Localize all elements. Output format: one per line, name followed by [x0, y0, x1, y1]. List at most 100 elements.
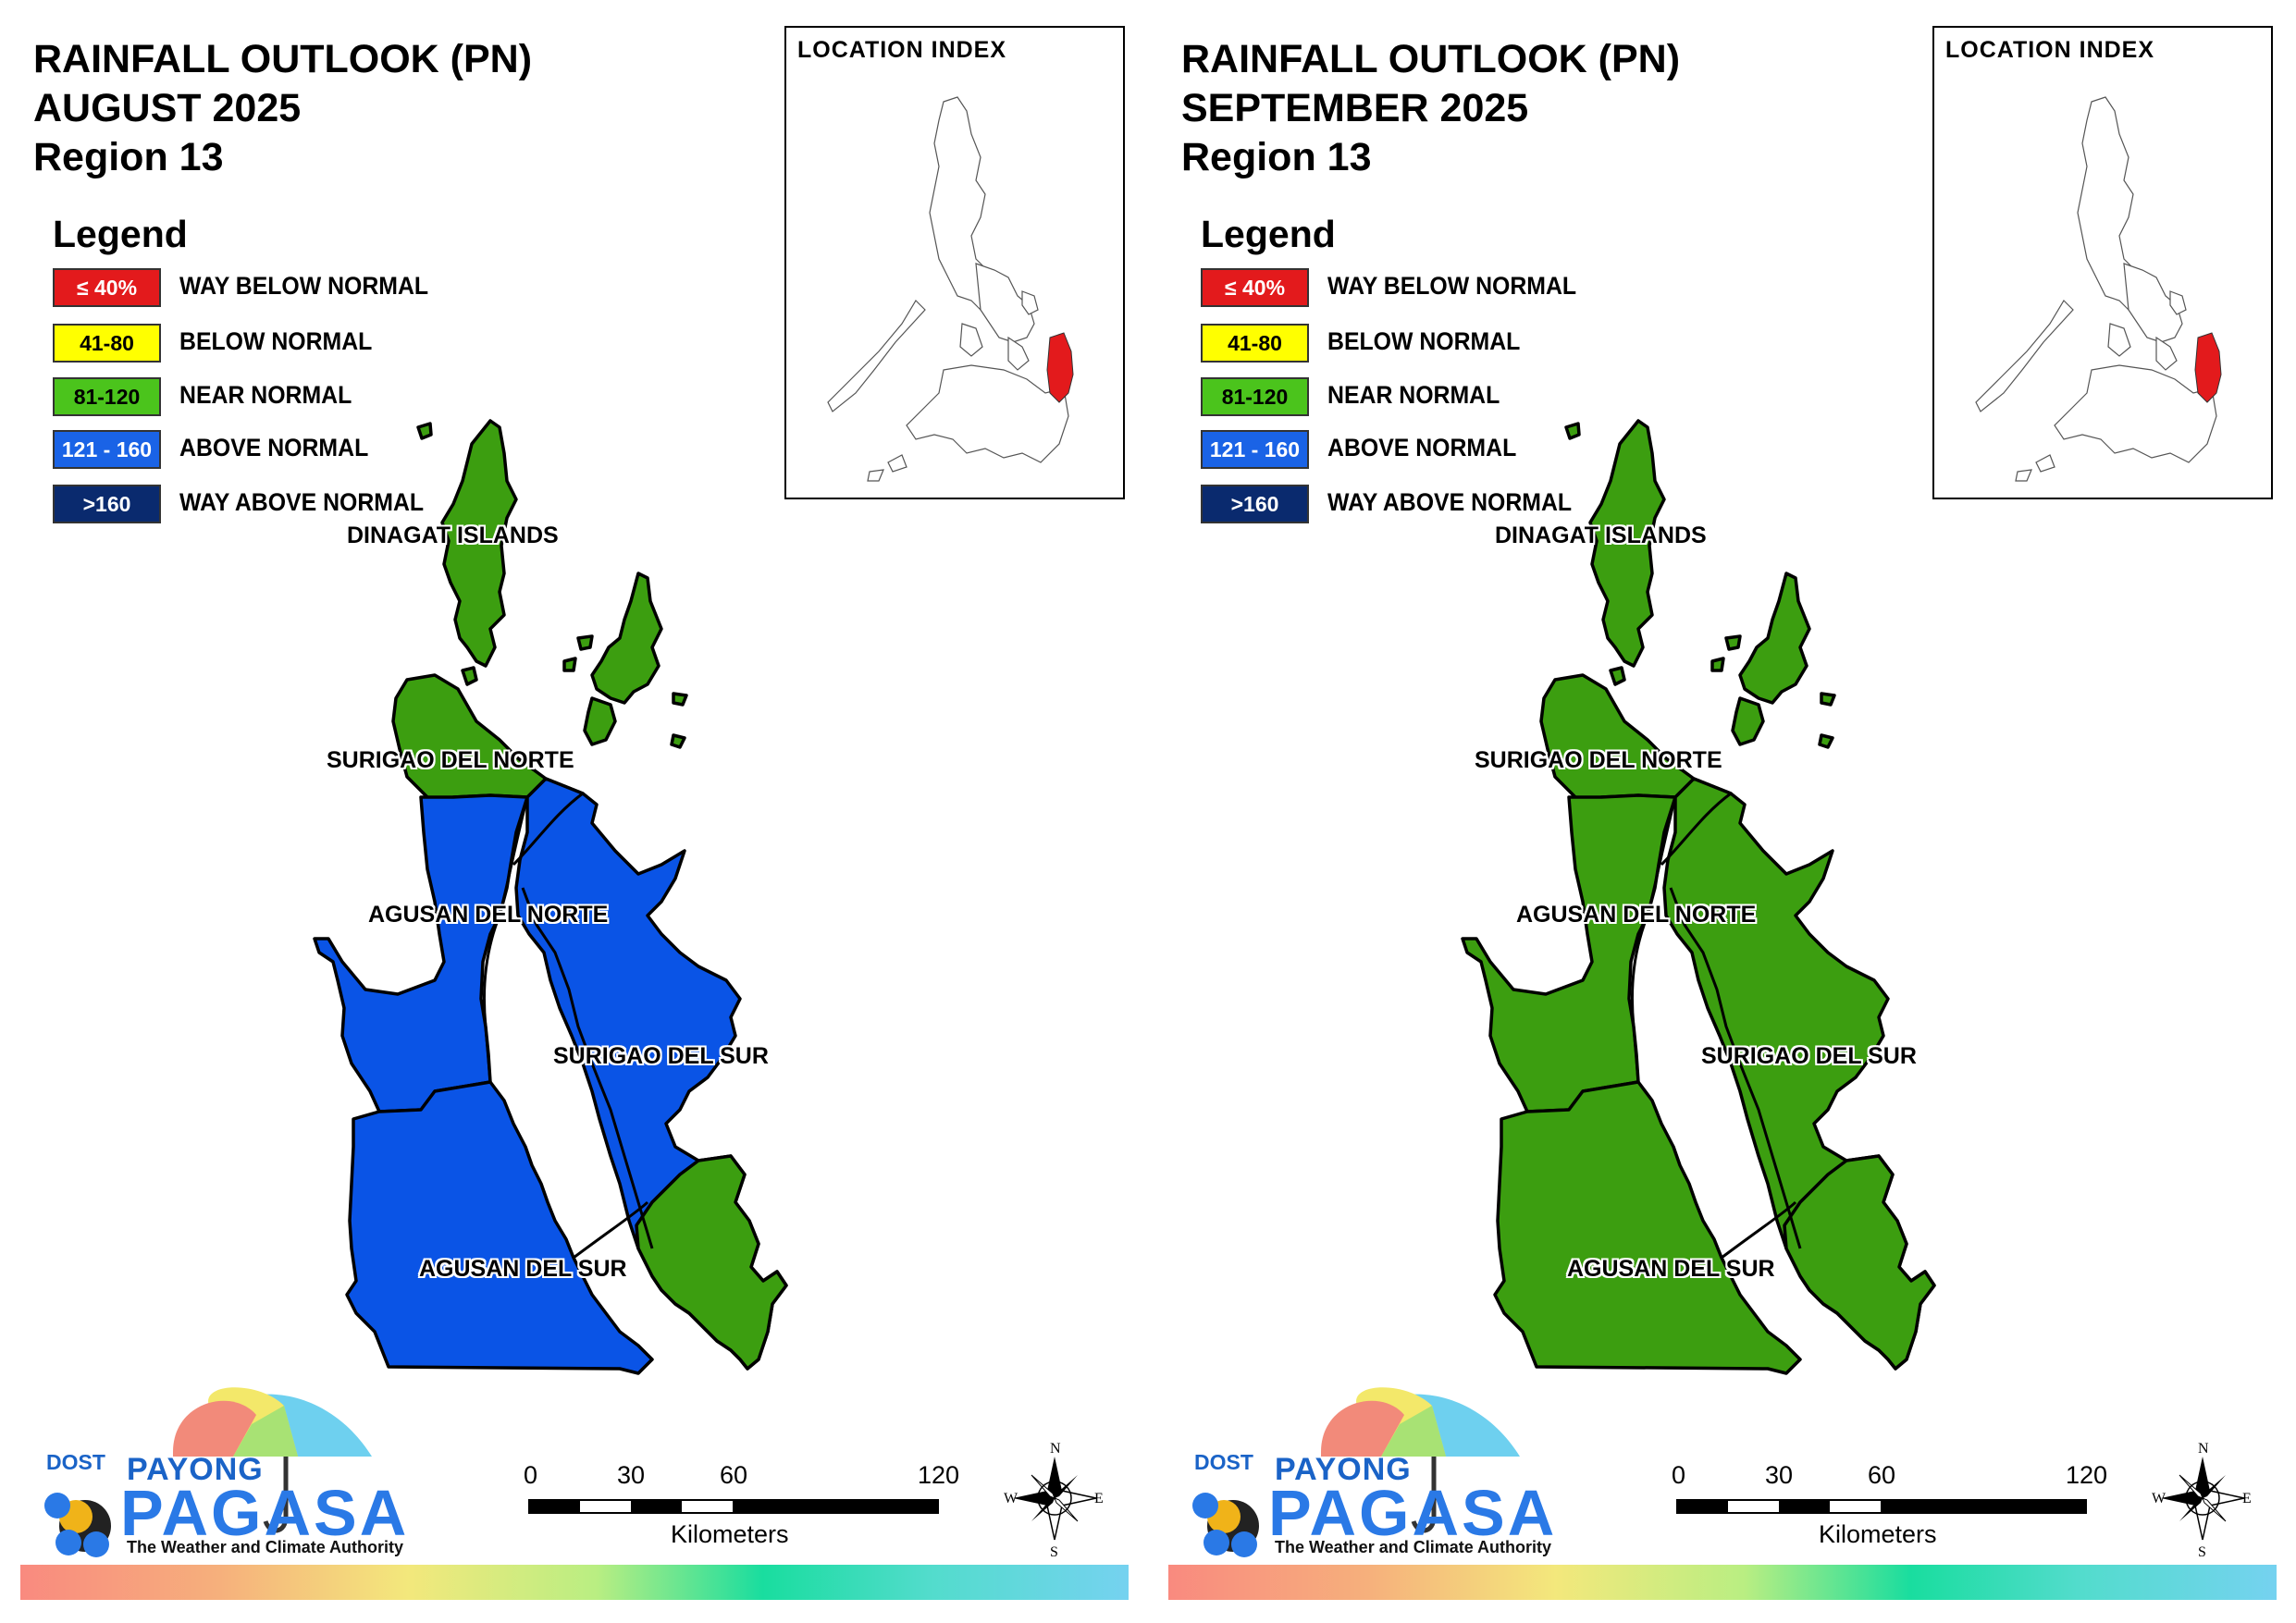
- legend-label: WAY ABOVE NORMAL: [1327, 488, 1573, 516]
- scale-unit: Kilometers: [1819, 1520, 1937, 1548]
- region-13-highlight: [1046, 332, 1074, 403]
- map-title: RAINFALL OUTLOOK (PN) SEPTEMBER 2025 Reg…: [1181, 35, 1680, 182]
- legend-label: ABOVE NORMAL: [1327, 434, 1517, 461]
- north-arrow: N S E W: [2152, 1438, 2253, 1560]
- compass-w: W: [2152, 1491, 2166, 1506]
- bucas-grande-shape: [1731, 696, 1765, 746]
- region-13-map: [1461, 419, 1936, 1375]
- legend-label: BELOW NORMAL: [1327, 327, 1521, 355]
- dinagat-islands-shape: [440, 419, 518, 668]
- outlook-panel: RAINFALL OUTLOOK (PN) SEPTEMBER 2025 Reg…: [1148, 0, 2296, 1623]
- location-index-title: LOCATION INDEX: [1945, 37, 2155, 63]
- compass-s: S: [1050, 1544, 1058, 1558]
- north-arrow: N S E W: [1004, 1438, 1105, 1560]
- agusan-del-norte-shape: [1461, 793, 1677, 1113]
- boundary-line: [483, 796, 529, 1083]
- scale-tick-label: 30: [617, 1461, 646, 1489]
- boundary-line: [1631, 796, 1677, 1083]
- region-13-map: [313, 419, 788, 1375]
- logo-payong-text: PAYONG: [1275, 1452, 1412, 1487]
- title-line-2: SEPTEMBER 2025: [1181, 86, 1529, 130]
- siargao-island-shape: [1738, 572, 1811, 705]
- boundary-line: [573, 1200, 649, 1260]
- agusan-del-sur-shape: [345, 1080, 654, 1375]
- compass-w: W: [1004, 1491, 1018, 1506]
- label-surigao-del-sur: SURIGAO DEL SUR: [1701, 1043, 1917, 1069]
- legend-swatch: 41-80: [53, 324, 161, 363]
- compass-e: E: [1094, 1491, 1104, 1506]
- surigao-islet: [670, 733, 686, 749]
- legend-title: Legend: [53, 213, 188, 255]
- label-dinagat-islands: DINAGAT ISLANDS: [1495, 523, 1707, 548]
- surigao-islet: [1710, 657, 1725, 672]
- title-line-3: Region 13: [1181, 135, 1372, 179]
- logo-payong-text: PAYONG: [127, 1452, 264, 1487]
- dinagat-islet: [1609, 666, 1626, 686]
- boundary-line: [1660, 792, 1732, 867]
- legend-swatch: ≤ 40%: [53, 268, 161, 307]
- legend-swatch: 121 - 160: [53, 430, 161, 469]
- siargao-island-shape: [590, 572, 663, 705]
- scale-unit: Kilometers: [671, 1520, 789, 1548]
- logo-tagline: The Weather and Climate Authority: [127, 1538, 404, 1556]
- legend-swatch: 81-120: [53, 377, 161, 416]
- dinagat-islet: [1564, 422, 1581, 440]
- boundary-line: [512, 792, 584, 867]
- legend-swatch: 121 - 160: [1201, 430, 1309, 469]
- scale-bar-graphic: [1676, 1499, 2087, 1514]
- legend-label: WAY BELOW NORMAL: [179, 272, 429, 300]
- label-dinagat-islands: DINAGAT ISLANDS: [347, 523, 559, 548]
- location-index-map: LOCATION INDEX: [1932, 26, 2273, 499]
- scale-tick-label: 0: [1672, 1461, 1686, 1489]
- surigao-islet: [672, 692, 688, 707]
- legend-swatch: 41-80: [1201, 324, 1309, 363]
- legend-label: WAY ABOVE NORMAL: [179, 488, 425, 516]
- logo-tagline: The Weather and Climate Authority: [1275, 1538, 1552, 1556]
- legend-label: NEAR NORMAL: [1327, 381, 1500, 409]
- payong-pagasa-logo: DOST PAYONG PAGASA The Weather and Clima…: [20, 1387, 409, 1563]
- legend-title: Legend: [1201, 213, 1336, 255]
- scale-tick-label: 120: [2066, 1461, 2108, 1489]
- scale-tick-label: 0: [524, 1461, 538, 1489]
- legend-label: NEAR NORMAL: [179, 381, 352, 409]
- location-index-map: LOCATION INDEX: [784, 26, 1125, 499]
- agusan-del-norte-shape: [313, 793, 529, 1113]
- color-gradient-bar: [20, 1565, 1129, 1600]
- scale-tick-label: 120: [918, 1461, 960, 1489]
- scale-bar: 0 30 60 120 Kilometers: [1672, 1461, 2107, 1554]
- legend-swatch: 81-120: [1201, 377, 1309, 416]
- label-agusan-del-sur: AGUSAN DEL SUR: [419, 1256, 627, 1282]
- boundary-line: [1721, 1200, 1797, 1260]
- boundary-line: [1669, 887, 1802, 1249]
- color-gradient-bar: [1168, 1565, 2277, 1600]
- philippines-outline: [1975, 96, 2222, 482]
- title-line-1: RAINFALL OUTLOOK (PN): [33, 37, 533, 81]
- agusan-del-sur-shape: [1493, 1080, 1802, 1375]
- logo-pagasa-text: PAGASA: [120, 1477, 410, 1549]
- compass-s: S: [2198, 1544, 2206, 1558]
- label-agusan-del-norte: AGUSAN DEL NORTE: [1516, 902, 1757, 928]
- scale-tick-label: 60: [720, 1461, 748, 1489]
- compass-e: E: [2242, 1491, 2252, 1506]
- label-agusan-del-sur: AGUSAN DEL SUR: [1567, 1256, 1775, 1282]
- dinagat-islet: [416, 422, 433, 440]
- location-index-title: LOCATION INDEX: [797, 37, 1007, 63]
- title-line-1: RAINFALL OUTLOOK (PN): [1181, 37, 1681, 81]
- legend-label: WAY BELOW NORMAL: [1327, 272, 1577, 300]
- title-line-3: Region 13: [33, 135, 224, 179]
- compass-n: N: [2198, 1441, 2209, 1457]
- dinagat-islet: [461, 666, 478, 686]
- surigao-del-sur-south-shape: [1783, 1154, 1936, 1371]
- boundary-line: [521, 887, 654, 1249]
- legend-swatch: >160: [1201, 485, 1309, 523]
- philippines-outline: [827, 96, 1074, 482]
- bucas-grande-shape: [583, 696, 617, 746]
- compass-n: N: [1050, 1441, 1061, 1457]
- scale-tick-label: 30: [1765, 1461, 1794, 1489]
- scale-bar-graphic: [528, 1499, 939, 1514]
- legend-swatch: >160: [53, 485, 161, 523]
- label-surigao-del-sur: SURIGAO DEL SUR: [553, 1043, 769, 1069]
- title-line-2: AUGUST 2025: [33, 86, 302, 130]
- logo-dost-text: DOST: [1194, 1450, 1253, 1474]
- surigao-islet: [1818, 733, 1834, 749]
